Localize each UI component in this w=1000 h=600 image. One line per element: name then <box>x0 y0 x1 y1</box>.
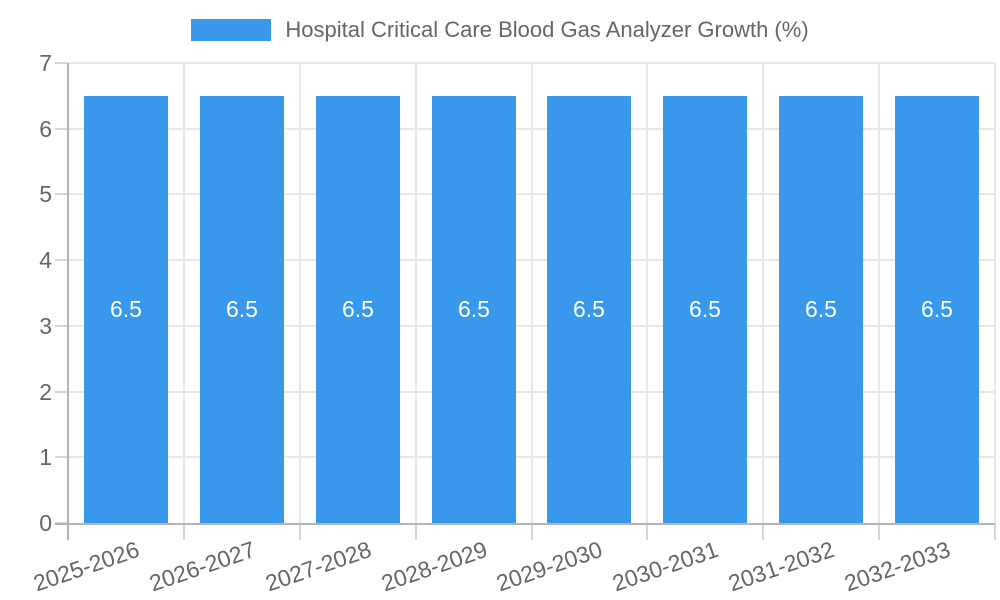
bar[interactable]: 6.5 <box>663 95 747 523</box>
x-axis-tick <box>67 523 69 540</box>
x-gridline <box>878 63 881 523</box>
x-gridline <box>182 63 185 523</box>
bar[interactable]: 6.5 <box>200 95 284 523</box>
bar-value-label: 6.5 <box>342 295 374 322</box>
y-axis-label: 7 <box>39 50 52 76</box>
legend-swatch-icon <box>191 19 272 41</box>
y-axis-label: 4 <box>39 247 52 274</box>
y-axis-label: 5 <box>39 181 52 208</box>
x-axis-tick <box>182 523 185 540</box>
bar[interactable]: 6.5 <box>895 95 979 523</box>
bar[interactable]: 6.5 <box>547 95 631 523</box>
bar-value-label: 6.5 <box>921 295 953 322</box>
y-axis-label: 2 <box>39 378 52 405</box>
x-axis-tick <box>298 523 301 540</box>
x-gridline <box>762 63 765 523</box>
y-axis-tick <box>55 193 68 196</box>
x-axis-line <box>55 523 995 525</box>
x-axis-tick <box>762 523 765 540</box>
y-axis-tick <box>55 324 68 327</box>
y-axis-label: 3 <box>39 312 52 339</box>
bar-value-label: 6.5 <box>689 295 721 322</box>
bar-value-label: 6.5 <box>805 295 837 322</box>
x-axis-tick <box>878 523 881 540</box>
bar[interactable]: 6.5 <box>316 95 400 523</box>
chart-legend[interactable]: Hospital Critical Care Blood Gas Analyze… <box>0 17 1000 43</box>
y-axis-tick <box>55 456 68 459</box>
bar[interactable]: 6.5 <box>432 95 516 523</box>
legend-label: Hospital Critical Care Blood Gas Analyze… <box>285 17 809 42</box>
bar-value-label: 6.5 <box>226 295 258 322</box>
x-gridline <box>994 63 996 523</box>
x-gridline <box>530 63 533 523</box>
x-gridline <box>646 63 649 523</box>
y-axis-tick <box>55 127 68 130</box>
bar-value-label: 6.5 <box>458 295 490 322</box>
y-axis-label: 0 <box>39 510 52 536</box>
bar[interactable]: 6.5 <box>84 95 168 523</box>
y-axis-tick <box>55 259 68 262</box>
y-axis-tick <box>55 390 68 393</box>
x-gridline <box>414 63 417 523</box>
bar-value-label: 6.5 <box>573 295 605 322</box>
x-axis-tick <box>414 523 417 540</box>
y-axis-line <box>67 63 69 525</box>
y-axis-tick <box>55 62 68 64</box>
y-axis-label: 6 <box>39 115 52 142</box>
bar[interactable]: 6.5 <box>779 95 863 523</box>
bar-value-label: 6.5 <box>110 295 142 322</box>
y-axis-label: 1 <box>39 444 52 471</box>
x-axis-tick <box>646 523 649 540</box>
x-axis-tick <box>994 523 996 540</box>
x-axis-tick <box>530 523 533 540</box>
x-gridline <box>298 63 301 523</box>
